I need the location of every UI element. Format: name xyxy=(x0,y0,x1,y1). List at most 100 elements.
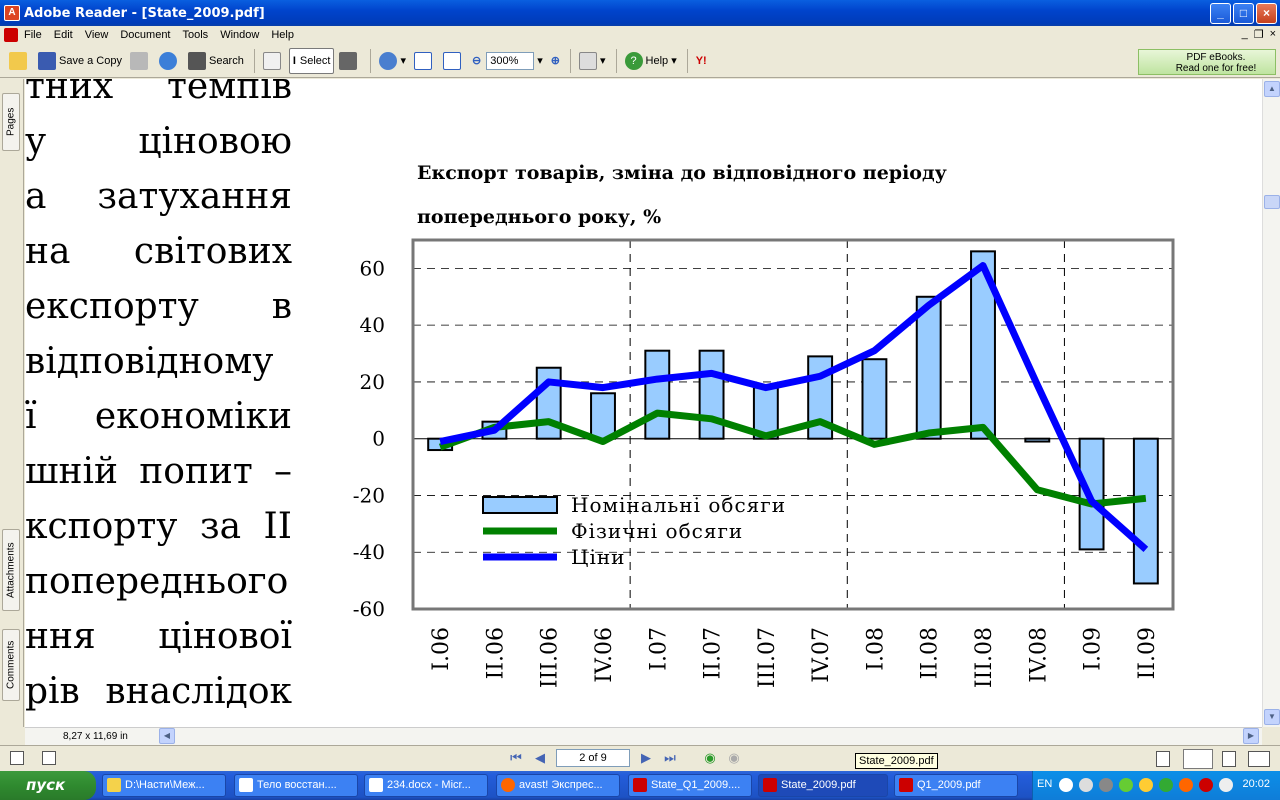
tray-icon[interactable] xyxy=(1139,778,1153,792)
tray-icon[interactable] xyxy=(1179,778,1193,792)
continuous-layout-button[interactable] xyxy=(1183,749,1213,769)
previous-page-button[interactable]: ◀ xyxy=(535,750,545,765)
body-line: а затухання xyxy=(25,176,292,217)
magnifier-icon xyxy=(379,51,398,70)
go-back-button[interactable]: ◉ xyxy=(704,750,716,765)
task-button[interactable]: 234.docx - Micr... xyxy=(364,774,488,797)
single-page-layout-button[interactable] xyxy=(1156,751,1170,767)
page-navigation: ⏮ ◀ 2 of 9 ▶ ⏭ ◉ ◉ xyxy=(508,749,742,767)
pdf-icon xyxy=(763,778,777,792)
x-tick-label: II.08 xyxy=(918,627,943,679)
document-icon[interactable] xyxy=(4,28,18,42)
scroll-right-button[interactable]: ▶ xyxy=(1243,728,1259,744)
print-button[interactable] xyxy=(127,48,154,74)
tray-icon[interactable] xyxy=(1219,778,1233,792)
menu-view[interactable]: View xyxy=(84,29,109,41)
tray-icon[interactable] xyxy=(1059,778,1073,792)
page-number-input[interactable]: 2 of 9 xyxy=(556,749,630,767)
single-page-icon[interactable] xyxy=(10,751,24,765)
horizontal-scrollbar[interactable]: 8,27 x 11,69 in ◀ ▶ xyxy=(25,727,1262,745)
email-button[interactable] xyxy=(156,48,183,74)
doc-minimize-button[interactable]: _ xyxy=(1241,28,1248,40)
folder-icon xyxy=(9,51,27,70)
doc-restore-button[interactable]: ❐ xyxy=(1253,29,1264,41)
zoom-input[interactable] xyxy=(486,51,535,70)
tab-attachments[interactable]: Attachments xyxy=(2,529,20,611)
task-button[interactable]: Тело восстан.... xyxy=(234,774,358,797)
go-forward-button[interactable]: ◉ xyxy=(728,750,740,765)
series-line xyxy=(439,262,1149,553)
help-button[interactable]: ? Help ▾ xyxy=(622,48,680,74)
task-button[interactable]: State_Q1_2009.... xyxy=(628,774,752,797)
task-button[interactable]: D:\Насти\Меж... xyxy=(102,774,226,797)
scroll-thumb[interactable] xyxy=(1264,195,1280,209)
document-view[interactable]: тних темпів у ціновою а затухання на сві… xyxy=(25,79,1262,727)
tray-icon[interactable] xyxy=(1159,778,1173,792)
body-line: ння цінової xyxy=(25,616,292,657)
x-tick-label: IV.06 xyxy=(592,627,617,683)
clock: 20:02 xyxy=(1242,778,1270,790)
x-tick-label: II.06 xyxy=(483,627,508,679)
menu-help[interactable]: Help xyxy=(271,29,294,41)
help-label: Help xyxy=(645,54,669,67)
scroll-left-button[interactable]: ◀ xyxy=(159,728,175,744)
vertical-scrollbar[interactable]: ▲ ▼ xyxy=(1262,79,1280,727)
task-button-active[interactable]: State_2009.pdf xyxy=(758,774,888,797)
scroll-down-button[interactable]: ▼ xyxy=(1264,709,1280,725)
tray-icon[interactable] xyxy=(1119,778,1133,792)
close-button[interactable]: × xyxy=(1256,3,1277,24)
window-title: Adobe Reader - [State_2009.pdf] xyxy=(24,5,265,21)
x-tick-label: I.07 xyxy=(646,627,671,671)
adobe-reader-icon: A xyxy=(4,5,20,21)
search-button[interactable]: Search xyxy=(185,48,247,74)
zoom-dropdown[interactable]: ▾ xyxy=(537,55,543,67)
ebooks-ad-button[interactable]: PDF eBooks. Read one for free! xyxy=(1138,49,1276,75)
continuous-facing-layout-button[interactable] xyxy=(1248,751,1270,767)
menu-window[interactable]: Window xyxy=(220,29,260,41)
doc-close-button[interactable]: × xyxy=(1269,28,1276,40)
zoom-tool-button[interactable]: ▾ xyxy=(376,48,409,74)
save-copy-button[interactable]: Save a Copy xyxy=(35,48,125,74)
menu-document[interactable]: Document xyxy=(120,29,171,41)
task-button[interactable]: avast! Экспрес... xyxy=(496,774,620,797)
start-button[interactable]: пуск xyxy=(0,771,96,800)
camera-icon xyxy=(339,51,358,70)
language-indicator[interactable]: EN xyxy=(1037,778,1053,790)
task-button[interactable]: Q1_2009.pdf xyxy=(894,774,1018,797)
taskbar: пуск D:\Насти\Меж... Тело восстан.... 23… xyxy=(0,771,1280,800)
facing-layout-button[interactable] xyxy=(1222,751,1236,767)
tab-pages[interactable]: Pages xyxy=(2,93,20,151)
scroll-up-button[interactable]: ▲ xyxy=(1264,81,1280,97)
first-page-button[interactable]: ⏮ xyxy=(510,750,522,765)
open-button[interactable] xyxy=(6,48,33,74)
menu-file[interactable]: File xyxy=(24,29,42,41)
legend-label: Номінальні обсяги xyxy=(571,493,786,517)
select-tool-button[interactable]: I Select xyxy=(288,47,335,74)
next-page-button[interactable]: ▶ xyxy=(641,750,651,765)
save-copy-label: Save a Copy xyxy=(59,54,122,67)
tray-icon[interactable] xyxy=(1079,778,1093,792)
continuous-icon[interactable] xyxy=(42,751,56,765)
snapshot-button[interactable] xyxy=(336,48,363,74)
maximize-button[interactable]: □ xyxy=(1233,3,1254,24)
tab-comments[interactable]: Comments xyxy=(2,629,20,701)
task-label: Тело восстан.... xyxy=(257,779,337,791)
fit-width-button[interactable] xyxy=(440,48,467,74)
actual-size-button[interactable] xyxy=(411,48,438,74)
zoom-in-button[interactable]: ⊕ xyxy=(548,48,563,74)
tray-icon[interactable] xyxy=(1199,778,1213,792)
hand-tool-button[interactable] xyxy=(260,48,287,74)
minimize-button[interactable]: _ xyxy=(1210,3,1231,24)
menu-edit[interactable]: Edit xyxy=(53,29,73,41)
rotate-button[interactable]: ▾ xyxy=(576,48,609,74)
menu-tools[interactable]: Tools xyxy=(182,29,209,41)
pdf-icon xyxy=(899,778,913,792)
zoom-out-button[interactable]: ⊖ xyxy=(469,48,484,74)
last-page-button[interactable]: ⏭ xyxy=(664,750,676,765)
task-label: D:\Насти\Меж... xyxy=(125,779,205,791)
y-tick-label: -20 xyxy=(353,483,385,507)
yahoo-button[interactable]: Y! xyxy=(693,48,710,74)
tray-icon[interactable] xyxy=(1099,778,1113,792)
x-tick-label: III.07 xyxy=(755,627,780,688)
body-line: на світових xyxy=(25,231,292,272)
